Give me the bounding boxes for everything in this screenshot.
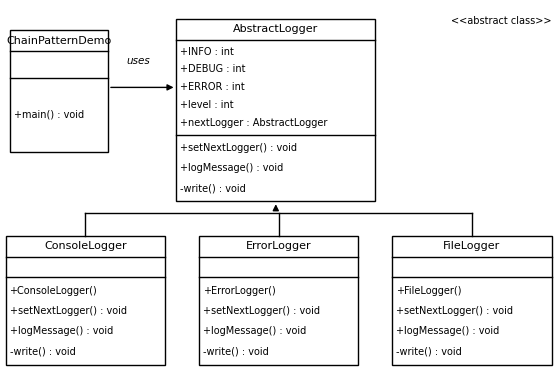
Text: -write() : void: -write() : void bbox=[396, 347, 461, 356]
Text: <<abstract class>>: <<abstract class>> bbox=[451, 16, 552, 26]
Text: +ErrorLogger(): +ErrorLogger() bbox=[203, 286, 276, 296]
Text: +setNextLogger() : void: +setNextLogger() : void bbox=[10, 306, 127, 316]
Text: +main() : void: +main() : void bbox=[14, 110, 84, 120]
Text: uses: uses bbox=[127, 57, 150, 66]
Text: +logMessage() : void: +logMessage() : void bbox=[180, 163, 283, 173]
Text: ErrorLogger: ErrorLogger bbox=[246, 241, 311, 251]
Text: +ERROR : int: +ERROR : int bbox=[180, 82, 245, 92]
Text: +logMessage() : void: +logMessage() : void bbox=[10, 326, 113, 336]
Text: AbstractLogger: AbstractLogger bbox=[233, 24, 319, 35]
Text: +level : int: +level : int bbox=[180, 100, 234, 110]
Bar bbox=[176, 19, 375, 201]
Bar bbox=[199, 236, 358, 365]
Text: -write() : void: -write() : void bbox=[180, 183, 246, 193]
Text: -write() : void: -write() : void bbox=[10, 347, 75, 356]
Text: +nextLogger : AbstractLogger: +nextLogger : AbstractLogger bbox=[180, 118, 328, 128]
Text: FileLogger: FileLogger bbox=[443, 241, 501, 251]
Text: +setNextLogger() : void: +setNextLogger() : void bbox=[203, 306, 320, 316]
Text: +logMessage() : void: +logMessage() : void bbox=[396, 326, 499, 336]
Bar bbox=[392, 236, 552, 365]
Text: +FileLogger(): +FileLogger() bbox=[396, 286, 461, 296]
Bar bbox=[6, 236, 165, 365]
Text: +INFO : int: +INFO : int bbox=[180, 47, 234, 57]
Text: ConsoleLogger: ConsoleLogger bbox=[44, 241, 127, 251]
Text: ChainPatternDemo: ChainPatternDemo bbox=[7, 36, 111, 46]
Text: -write() : void: -write() : void bbox=[203, 347, 268, 356]
Text: +logMessage() : void: +logMessage() : void bbox=[203, 326, 306, 336]
Text: +setNextLogger() : void: +setNextLogger() : void bbox=[396, 306, 513, 316]
Text: +DEBUG : int: +DEBUG : int bbox=[180, 65, 246, 74]
Text: +ConsoleLogger(): +ConsoleLogger() bbox=[10, 286, 97, 296]
Bar bbox=[10, 30, 108, 152]
Text: +setNextLogger() : void: +setNextLogger() : void bbox=[180, 143, 297, 153]
